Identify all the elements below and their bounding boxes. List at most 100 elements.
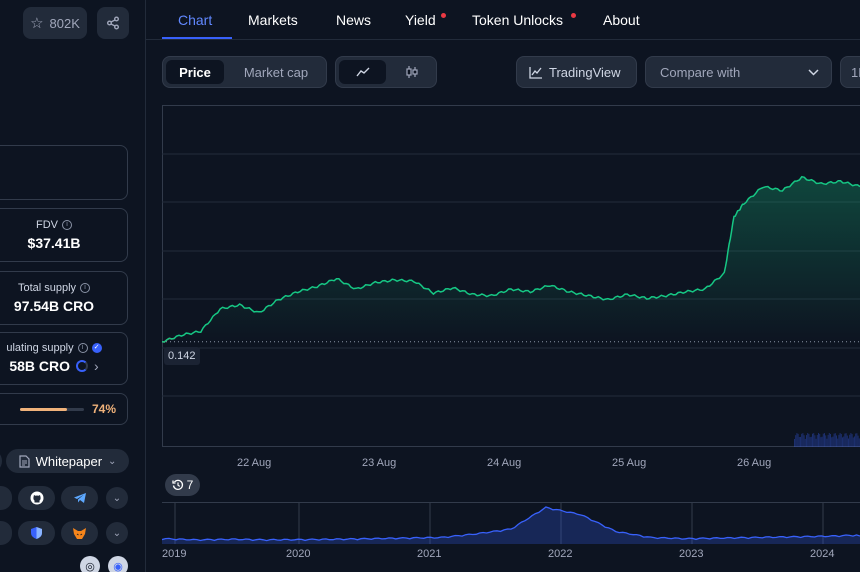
- volume-bar: [846, 435, 848, 447]
- volume-bar: [843, 436, 845, 447]
- tab-chart[interactable]: Chart: [178, 12, 213, 28]
- contract-icon-1[interactable]: ◎: [80, 556, 100, 572]
- history-icon: [172, 479, 183, 490]
- tab-yield[interactable]: Yield: [405, 12, 436, 28]
- telegram-link[interactable]: [61, 486, 98, 510]
- total-supply-value: 97.54B CRO: [13, 298, 95, 314]
- info-icon[interactable]: i: [62, 220, 72, 230]
- volume-bar: [837, 438, 839, 447]
- share-button[interactable]: [97, 7, 129, 39]
- volume-bar: [856, 433, 858, 447]
- tradingview-button[interactable]: TradingView: [516, 56, 637, 88]
- volume-bar: [813, 433, 815, 447]
- volume-bar: [831, 437, 833, 447]
- navigator-year-label: 2019: [162, 548, 187, 560]
- volume-bar: [824, 433, 825, 447]
- document-icon: [18, 454, 30, 468]
- explorer-link[interactable]: [0, 521, 12, 545]
- supply-progress-card: 74%: [0, 393, 128, 425]
- volume-bar: [815, 438, 817, 447]
- tab-about[interactable]: About: [603, 12, 640, 28]
- chevron-down-icon: ⌄: [108, 455, 117, 467]
- total-supply-label: Total supply: [17, 282, 77, 294]
- share-icon: [107, 16, 119, 30]
- shield-icon: [31, 527, 42, 539]
- wallet-link-1[interactable]: [18, 521, 55, 545]
- volume-bar: [807, 433, 809, 447]
- volume-bar: [852, 437, 854, 447]
- volume-bar: [812, 433, 813, 447]
- circulating-supply-card[interactable]: ulating supply i ✓ 58B CRO ›: [0, 332, 128, 385]
- range-1d-button[interactable]: 1D: [840, 56, 860, 88]
- website-tag[interactable]: [0, 449, 2, 473]
- volume-bar: [810, 436, 812, 447]
- price-marketcap-toggle: Price Market cap: [162, 56, 327, 88]
- yield-notification-dot: [441, 13, 446, 18]
- social-link[interactable]: [0, 486, 12, 510]
- compare-with-label: Compare with: [660, 64, 741, 80]
- watchlist-button[interactable]: ☆ 802K: [23, 7, 87, 39]
- volume-bar: [822, 433, 824, 447]
- info-icon[interactable]: i: [80, 283, 91, 293]
- more-wallets-button[interactable]: ⌄: [106, 522, 128, 544]
- price-chart[interactable]: [162, 105, 860, 447]
- wallet-link-2[interactable]: [61, 521, 98, 545]
- chevron-down-icon: [808, 69, 819, 76]
- chevron-right-icon: ›: [94, 358, 99, 374]
- tab-token-unlocks[interactable]: Token Unlocks: [472, 12, 564, 28]
- telegram-icon: [73, 493, 86, 503]
- x-axis-label: 22 Aug: [237, 457, 272, 469]
- volume-bar: [830, 433, 831, 447]
- range-navigator[interactable]: [162, 502, 860, 544]
- supply-progress-fill: [20, 408, 68, 411]
- price-line: [162, 175, 860, 343]
- fdv-value: $37.41B: [27, 235, 81, 251]
- line-chart-toggle[interactable]: [339, 60, 386, 84]
- volume-bar: [818, 433, 819, 447]
- volume-bar: [820, 437, 822, 447]
- contract-icon-2[interactable]: ◉: [108, 556, 128, 572]
- volume-bar: [803, 435, 805, 447]
- volume-bar: [814, 435, 816, 447]
- navigator-year-label: 2023: [679, 548, 704, 560]
- volume-bar: [836, 435, 837, 447]
- tab-news[interactable]: News: [336, 12, 372, 28]
- volume-bar: [816, 434, 818, 447]
- price-toggle[interactable]: Price: [166, 60, 224, 84]
- volume-bar: [854, 436, 855, 447]
- loading-ring-icon: [76, 360, 88, 372]
- candlestick-toggle[interactable]: [389, 60, 434, 84]
- volume-bar: [840, 434, 842, 447]
- volume-bar: [804, 438, 806, 447]
- volume-bar: [797, 433, 799, 447]
- price-marker-label: 0.142: [164, 347, 200, 365]
- github-link[interactable]: [18, 486, 55, 510]
- info-icon[interactable]: i: [77, 343, 88, 353]
- fdv-card: FDV i $37.41B: [0, 208, 128, 262]
- volume-bar: [851, 434, 853, 447]
- tab-markets[interactable]: Markets: [248, 12, 298, 28]
- history-badge[interactable]: 7: [165, 474, 200, 496]
- volume-bar: [838, 434, 840, 447]
- chart-style-toggle: [335, 56, 437, 88]
- volume-bars: [794, 433, 860, 447]
- x-axis-label: 24 Aug: [487, 457, 522, 469]
- more-socials-button[interactable]: ⌄: [106, 487, 128, 509]
- volume-bar: [832, 436, 834, 447]
- volume-bar: [827, 434, 829, 447]
- volume-bar: [848, 438, 849, 447]
- coin-tabs: Chart Markets News Yield Token Unlocks A…: [146, 0, 860, 40]
- compare-with-select[interactable]: Compare with: [645, 56, 832, 88]
- volume-bar: [844, 433, 846, 447]
- whitepaper-label: Whitepaper: [35, 453, 103, 469]
- navigator-year-label: 2020: [286, 548, 311, 560]
- volume-bar: [850, 433, 852, 447]
- candlestick-icon: [405, 66, 418, 78]
- volume-bar: [795, 435, 797, 447]
- x-axis-label: 26 Aug: [737, 457, 772, 469]
- market-cap-toggle[interactable]: Market cap: [243, 64, 309, 80]
- whitepaper-button[interactable]: Whitepaper ⌄: [6, 449, 129, 473]
- navigator-gridlines: [174, 502, 824, 544]
- navigator-line: [162, 506, 860, 542]
- chevron-down-icon: ⌄: [112, 527, 122, 539]
